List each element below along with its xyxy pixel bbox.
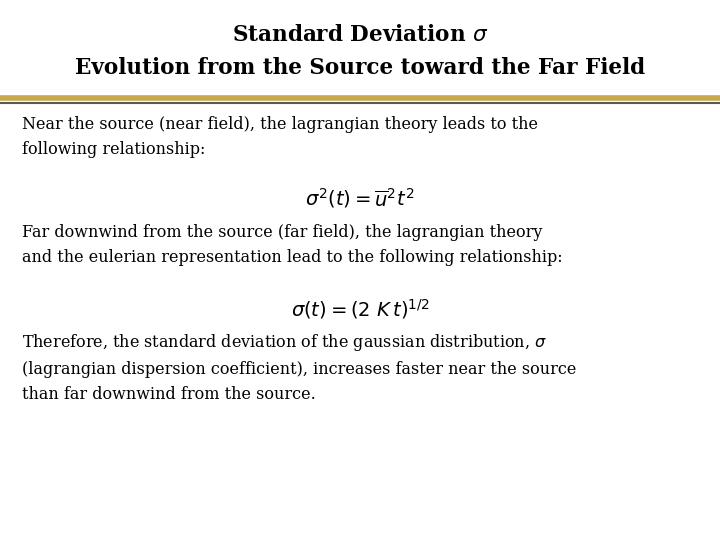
Text: Near the source (near field), the lagrangian theory leads to the
following relat: Near the source (near field), the lagran… bbox=[22, 116, 538, 158]
Text: $\sigma(t) = ( 2 \ \mathit{K}\,t )^{1/2}$: $\sigma(t) = ( 2 \ \mathit{K}\,t )^{1/2}… bbox=[291, 297, 429, 321]
Text: Therefore, the standard deviation of the gaussian distribution, $\sigma$
(lagran: Therefore, the standard deviation of the… bbox=[22, 332, 576, 403]
Text: Standard Deviation $\sigma$: Standard Deviation $\sigma$ bbox=[232, 24, 488, 46]
Text: Far downwind from the source (far field), the lagrangian theory
and the eulerian: Far downwind from the source (far field)… bbox=[22, 224, 562, 266]
Text: Evolution from the Source toward the Far Field: Evolution from the Source toward the Far… bbox=[75, 57, 645, 79]
Text: $\sigma^2(t)=\overline{u}^2 t^2$: $\sigma^2(t)=\overline{u}^2 t^2$ bbox=[305, 186, 415, 210]
